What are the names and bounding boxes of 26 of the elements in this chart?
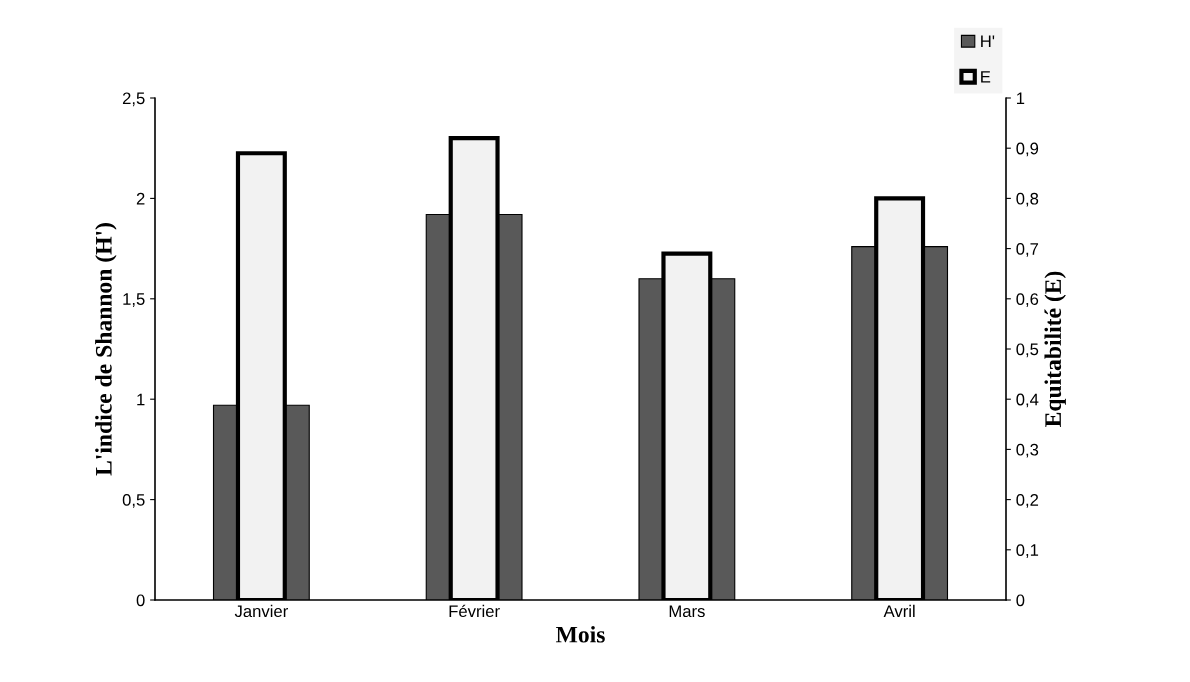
y2-tick-label: 0,6 bbox=[1016, 293, 1039, 307]
y2-axis-title: Equitabilité (E) bbox=[1044, 271, 1066, 427]
x-axis-title: Mois bbox=[555, 625, 605, 643]
y-tick-label: 1,5 bbox=[123, 293, 145, 307]
x-tick-label: Mars bbox=[669, 605, 705, 618]
y2-tick-label: 0,5 bbox=[1016, 343, 1039, 358]
x-tick-label: Avril bbox=[883, 604, 915, 617]
y2-tick-label: 0 bbox=[1016, 594, 1025, 607]
y-tick-label: 2,5 bbox=[122, 92, 145, 107]
legend-label: E bbox=[981, 71, 991, 83]
y2-tick-label: 0,7 bbox=[1016, 243, 1039, 257]
y-tick-label: 0 bbox=[136, 594, 145, 607]
y2-tick-label: 1 bbox=[1016, 92, 1025, 105]
y2-tick-label: 0,2 bbox=[1016, 494, 1039, 508]
y2-tick-label: 0,1 bbox=[1016, 544, 1039, 558]
x-tick-label: Janvier bbox=[234, 604, 288, 618]
y2-tick-label: 0,8 bbox=[1016, 192, 1039, 207]
y2-tick-label: 0,4 bbox=[1016, 393, 1039, 408]
y-axis-title: L'indice de Shannon (H') bbox=[95, 223, 117, 476]
y2-tick-label: 0,3 bbox=[1016, 443, 1039, 458]
legend-label: H' bbox=[981, 35, 995, 48]
y-tick-label: 1 bbox=[137, 393, 145, 406]
y2-tick-label: 0,9 bbox=[1016, 142, 1039, 157]
y-tick-label: 2 bbox=[136, 192, 145, 205]
y-tick-label: 0,5 bbox=[122, 494, 145, 508]
x-tick-label: Février bbox=[449, 604, 500, 618]
